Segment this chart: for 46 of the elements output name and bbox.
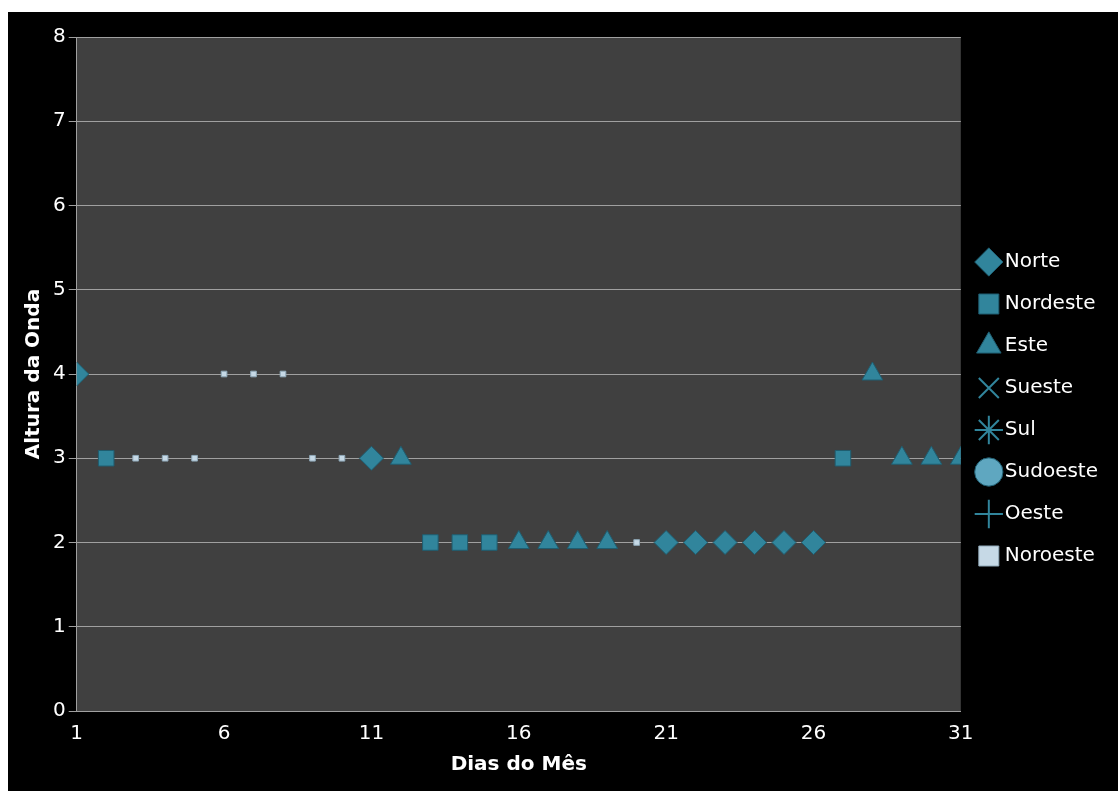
x-tick-label: 11: [358, 720, 385, 745]
y-tick-label: 6: [52, 191, 66, 216]
point: [633, 539, 640, 546]
y-tick-label: 5: [52, 275, 66, 300]
y-axis-title: Altura da Onda: [20, 288, 45, 460]
y-tick-label: 8: [52, 23, 66, 48]
point: [712, 530, 738, 555]
legend-label: Sudoeste: [1004, 458, 1099, 483]
y-tick-label: 7: [52, 107, 66, 132]
point: [161, 454, 169, 462]
point: [97, 449, 115, 467]
point: [309, 454, 316, 462]
point: [800, 530, 826, 555]
legend-label: Sueste: [1004, 374, 1074, 399]
legend-label: Sul: [1004, 416, 1036, 441]
y-tick-label: 0: [52, 697, 66, 722]
point: [422, 534, 439, 551]
y-tick-label: 1: [52, 612, 66, 637]
point: [481, 534, 498, 551]
point: [132, 454, 139, 462]
y-tick-label: 4: [52, 360, 66, 385]
x-tick-label: 1: [70, 720, 84, 745]
legend-label: Noroeste: [1004, 542, 1095, 567]
point: [191, 454, 198, 462]
x-tick-label: 31: [948, 720, 974, 745]
point: [358, 445, 384, 471]
legend-label: Nordeste: [1004, 290, 1096, 315]
y-tick-label: 3: [52, 444, 66, 469]
x-tick-label: 6: [217, 720, 231, 745]
x-tick-label: 21: [653, 720, 679, 745]
legend-label: Oeste: [1004, 500, 1064, 525]
x-axis-title: Dias do Mês: [450, 751, 587, 776]
point: [338, 454, 346, 462]
y-tick-label: 2: [52, 528, 66, 553]
legend-label: Este: [1004, 332, 1049, 357]
point: [451, 534, 469, 551]
legend-label: Norte: [1004, 248, 1061, 273]
point: [742, 530, 768, 555]
point: [653, 530, 679, 555]
point: [834, 449, 852, 467]
point: [771, 530, 797, 555]
x-tick-label: 26: [800, 720, 827, 745]
x-tick-label: 16: [506, 720, 532, 745]
point: [220, 370, 228, 378]
point: [250, 370, 257, 378]
point: [683, 530, 709, 555]
